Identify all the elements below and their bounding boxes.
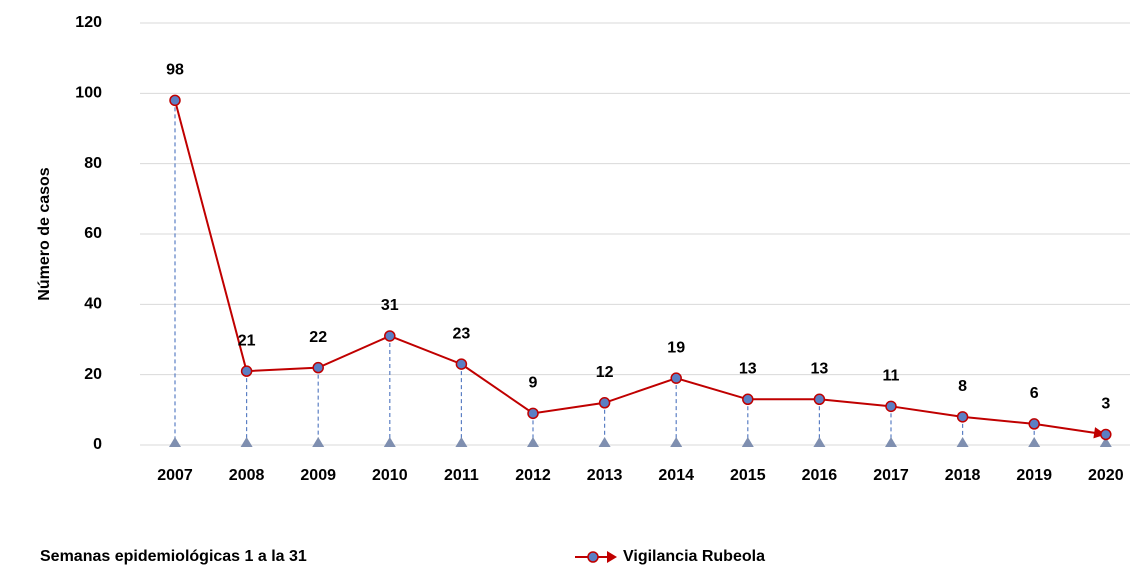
point [670, 372, 682, 384]
series-line [174, 100, 1106, 436]
data-label: 13 [811, 361, 829, 378]
legend-label: Vigilancia Rubeola [623, 548, 765, 565]
drop-base-marker [885, 437, 897, 447]
x-tick-label: 2015 [730, 467, 766, 484]
point [742, 393, 754, 406]
y-tick-label: 20 [84, 366, 102, 383]
x-tick-label: 2010 [372, 467, 408, 484]
data-label: 6 [1030, 385, 1039, 402]
point [312, 361, 324, 374]
drop-base-marker [455, 437, 468, 447]
data-label: 19 [667, 339, 685, 356]
y-tick-label: 0 [93, 436, 102, 453]
drop-base-marker [956, 437, 969, 447]
point [240, 365, 253, 377]
x-tick-label: 2019 [1016, 467, 1052, 484]
y-tick-label: 100 [75, 85, 102, 102]
point [384, 330, 396, 342]
x-tick-label: 2011 [444, 467, 479, 484]
data-label: 8 [958, 378, 967, 395]
data-label: 9 [529, 375, 538, 392]
drop-base-marker [598, 437, 611, 447]
drop-base-marker [240, 437, 253, 447]
data-label: 21 [238, 332, 256, 349]
x-tick-label: 2014 [658, 467, 694, 484]
point [598, 397, 611, 409]
point [956, 411, 969, 423]
point [1028, 418, 1040, 430]
data-label: 22 [309, 329, 327, 346]
legend-arrow [607, 551, 617, 563]
y-tick-label: 80 [84, 155, 102, 172]
x-tick-label: 2009 [300, 467, 336, 484]
drop-base-marker [383, 437, 396, 447]
data-label: 3 [1101, 396, 1110, 413]
drop-base-marker [1099, 437, 1112, 447]
drop-base-marker [169, 437, 181, 447]
x-tick-label: 2008 [229, 467, 265, 484]
data-label: 31 [381, 297, 399, 314]
drop-base-marker [527, 437, 539, 447]
point [527, 407, 539, 420]
point [1100, 428, 1112, 441]
data-label: 98 [166, 62, 184, 79]
drop-base-marker [741, 437, 754, 447]
x-tick-label: 2007 [157, 467, 193, 484]
drop-base-marker [813, 437, 826, 447]
data-label: 13 [739, 361, 757, 378]
legend-marker [587, 551, 599, 563]
y-tick-label: 120 [75, 14, 102, 31]
drop-base-marker [1028, 437, 1041, 447]
x-tick-label: 2017 [873, 467, 909, 484]
x-tick-label: 2016 [802, 467, 838, 484]
x-tick-label: 2020 [1088, 467, 1124, 484]
point [813, 393, 826, 406]
arrow-head [1093, 427, 1106, 439]
drop-base-marker [312, 437, 325, 447]
x-tick-label: 2012 [515, 467, 551, 484]
point [455, 358, 468, 370]
point [885, 400, 897, 413]
y-tick-label: 40 [84, 296, 102, 313]
data-label: 11 [883, 368, 900, 385]
drop-base-marker [670, 437, 683, 447]
y-axis-label: Número de casos [36, 167, 53, 300]
point [169, 94, 181, 107]
x-tick-label: 2018 [945, 467, 981, 484]
y-tick-label: 60 [84, 225, 102, 242]
x-tick-label: 2013 [587, 467, 623, 484]
footnote: Semanas epidemiológicas 1 a la 31 [40, 548, 307, 565]
data-label: 23 [453, 325, 471, 342]
data-label: 12 [596, 364, 614, 381]
